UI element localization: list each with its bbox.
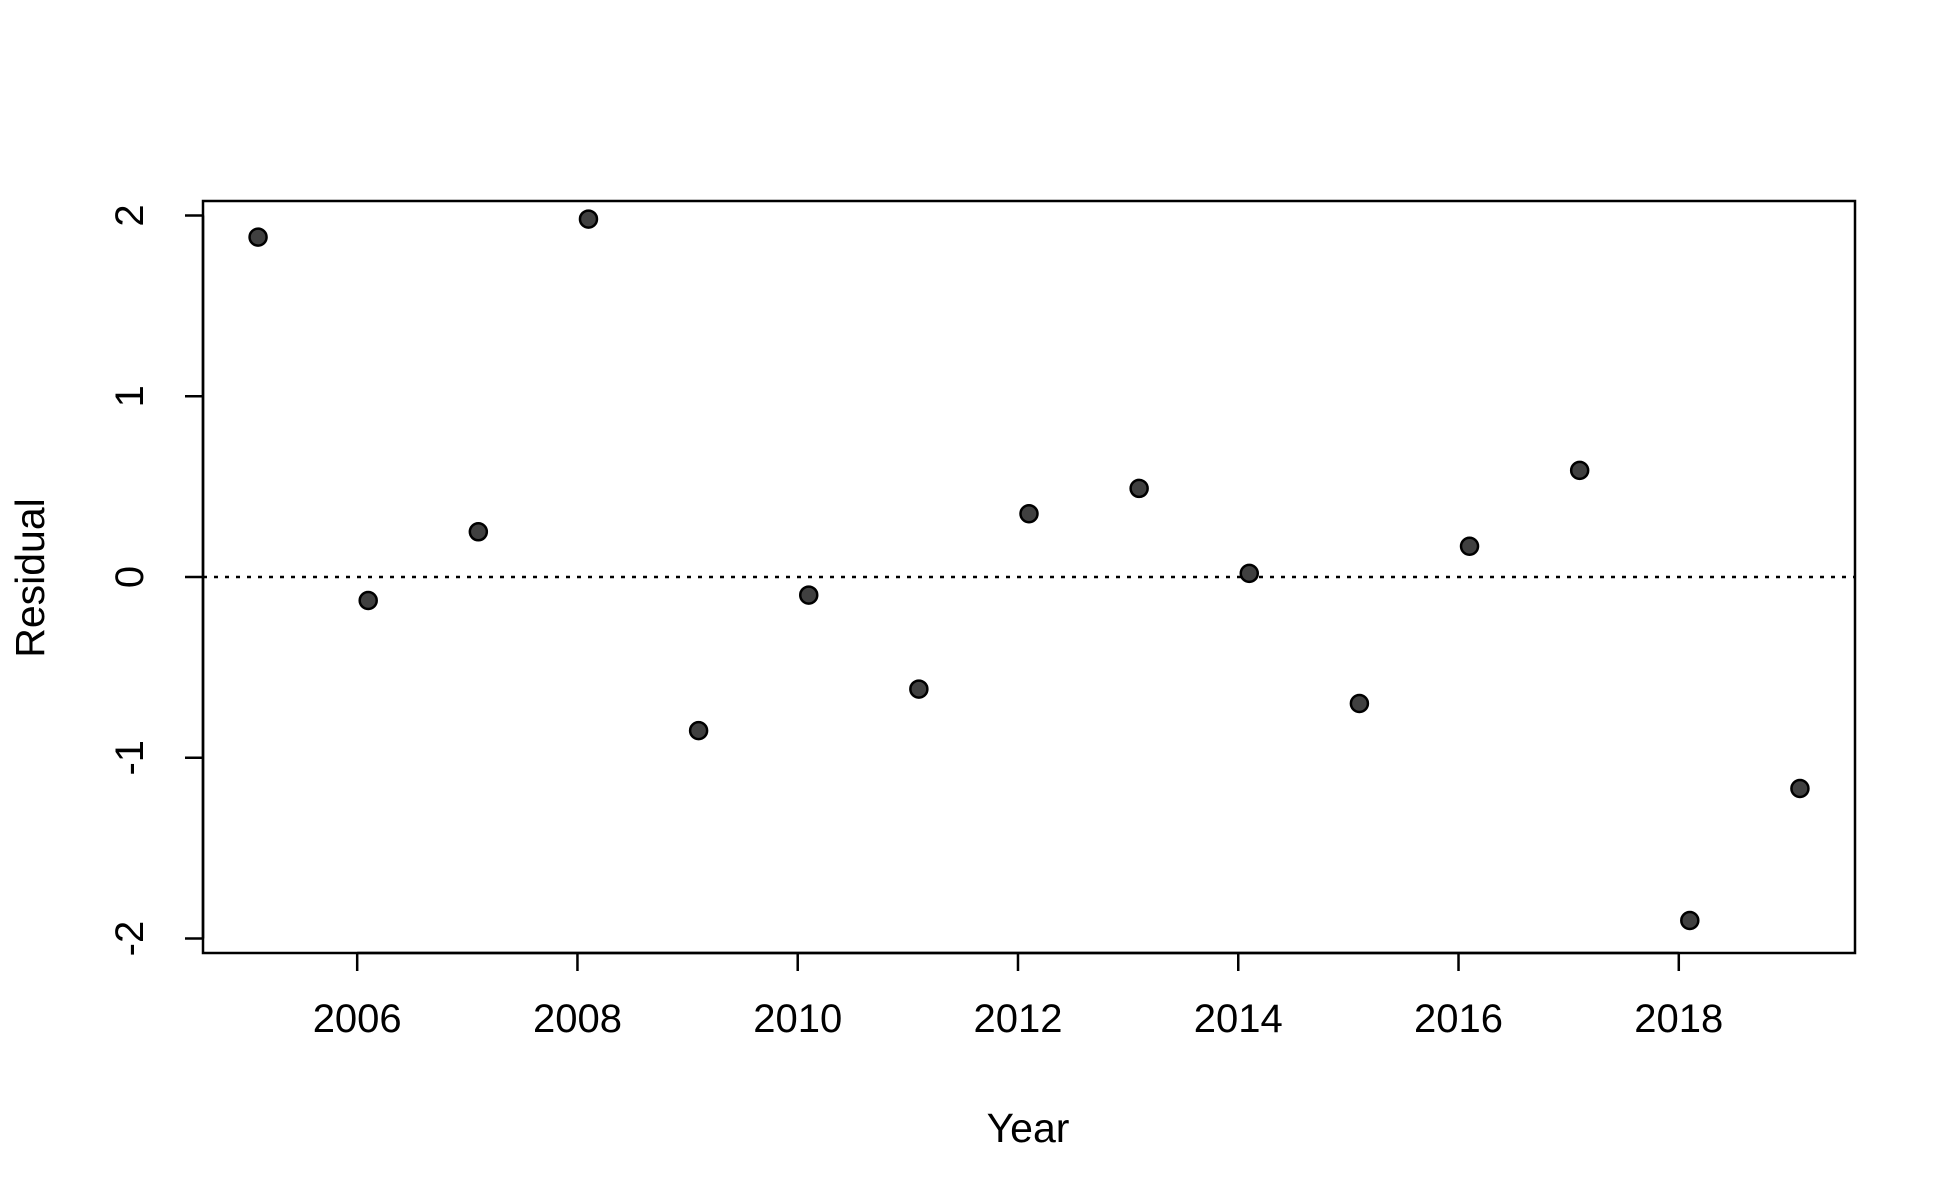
x-tick-label: 2012 <box>973 997 1062 1041</box>
y-tick-label: 2 <box>108 204 152 226</box>
data-point <box>358 590 378 611</box>
y-tick-label: -2 <box>108 921 152 957</box>
y-axis-title: Residual <box>7 498 53 658</box>
data-point <box>248 227 268 247</box>
x-tick-label: 2006 <box>313 997 402 1041</box>
data-point <box>1680 910 1700 931</box>
data-point <box>798 585 819 605</box>
plot-area: 2006 2008 2010 2012 2014 2016 2018 -2 -1 0 1 2 <box>108 199 1857 1041</box>
data-point <box>1790 778 1810 799</box>
data-point <box>1459 536 1480 557</box>
x-tick-label: 2018 <box>1634 997 1723 1041</box>
data-point <box>688 720 709 741</box>
data-point <box>1129 478 1149 499</box>
data-point <box>578 209 599 229</box>
x-tick-label: 2008 <box>533 997 622 1041</box>
y-tick-label: 0 <box>108 566 152 588</box>
data-point <box>468 522 489 542</box>
data-point <box>909 679 929 699</box>
x-tick-label: 2010 <box>753 997 842 1041</box>
x-tick-label: 2014 <box>1194 997 1283 1041</box>
x-tick-label: 2016 <box>1414 997 1503 1041</box>
data-point <box>1569 460 1590 481</box>
y-tick-label: 1 <box>108 385 152 407</box>
data-point <box>1349 693 1370 714</box>
data-point <box>1239 563 1260 584</box>
x-axis-title: Year <box>987 1105 1070 1151</box>
y-tick-label: -1 <box>108 740 152 776</box>
data-point <box>1019 503 1039 524</box>
